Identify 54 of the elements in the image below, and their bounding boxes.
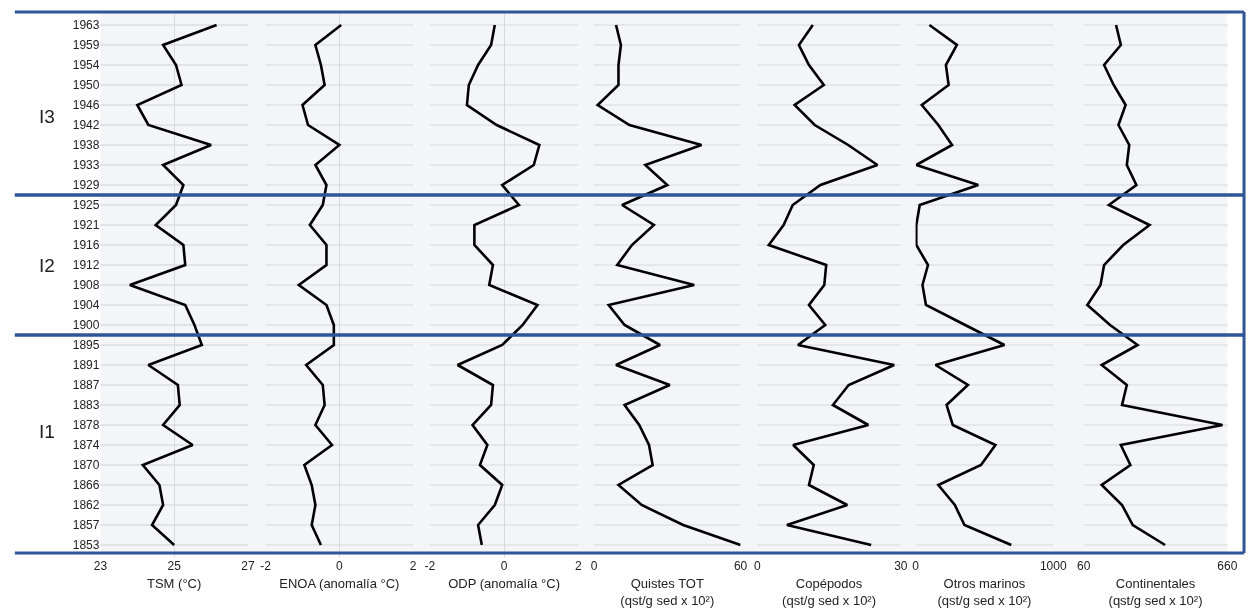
y-tick-label: 1878: [72, 418, 100, 433]
y-tick-label: 1895: [72, 338, 100, 353]
x-axis-title: ENOA (anomalía °C): [279, 575, 400, 591]
y-tick-label: 1921: [72, 218, 100, 233]
y-tick-label: 1866: [72, 478, 100, 493]
y-tick-label: 1963: [72, 18, 100, 33]
x-tick-label: 660: [1217, 559, 1238, 573]
x-tick-label: 0: [753, 559, 761, 573]
x-tick-label: 0: [590, 559, 598, 573]
x-axis-title: Otros marinos (qst/g sed x 10²): [937, 575, 1032, 608]
y-tick-label: 1853: [72, 538, 100, 553]
y-tick-label: 1916: [72, 238, 100, 253]
y-tick-label: 1870: [72, 458, 100, 473]
x-tick-label: 25: [167, 559, 182, 573]
band-label: I1: [39, 421, 55, 442]
band-label: I2: [39, 255, 55, 276]
y-tick-label: 1912: [72, 258, 100, 273]
x-tick-label: 0: [912, 559, 920, 573]
x-tick-label: 2: [409, 559, 417, 573]
x-axis-title: ODP (anomalía °C): [448, 575, 561, 591]
x-tick-label: 0: [336, 559, 344, 573]
y-tick-label: 1954: [72, 58, 100, 73]
x-tick-label: 2: [574, 559, 582, 573]
y-tick-label: 1942: [72, 118, 100, 133]
y-tick-label: 1925: [72, 198, 100, 213]
y-tick-label: 1874: [72, 438, 100, 453]
y-tick-label: 1959: [72, 38, 100, 53]
x-axis-title: Quistes TOT (qst/g sed x 10²): [620, 575, 715, 608]
x-tick-label: -2: [260, 559, 272, 573]
x-tick-label: 30: [894, 559, 908, 573]
x-tick-label: 23: [93, 559, 108, 573]
y-tick-label: 1908: [72, 278, 100, 293]
y-tick-label: 1891: [72, 358, 100, 373]
y-tick-label: 1929: [72, 178, 100, 193]
y-tick-label: 1946: [72, 98, 100, 113]
y-tick-label: 1933: [72, 158, 100, 173]
band-label: I3: [39, 106, 55, 127]
y-tick-label: 1938: [72, 138, 100, 153]
x-axis-title: TSM (°C): [147, 575, 202, 591]
x-tick-label: 0: [500, 559, 508, 573]
y-tick-label: 1862: [72, 498, 100, 513]
x-axis-title: Copépodos (qst/g sed x 10²): [782, 575, 877, 608]
y-tick-label: 1950: [72, 78, 100, 93]
y-tick-label: 1887: [72, 378, 100, 393]
x-axis-title: Continentales (qst/g sed x 10²): [1108, 575, 1203, 608]
y-tick-label: 1883: [72, 398, 100, 413]
x-tick-label: -2: [424, 559, 436, 573]
y-tick-label: 1904: [72, 298, 100, 313]
x-tick-label: 60: [1077, 559, 1091, 573]
x-tick-label: 27: [241, 559, 255, 573]
x-tick-label: 1000: [1039, 559, 1067, 573]
x-tick-label: 60: [733, 559, 748, 573]
y-tick-label: 1857: [72, 518, 100, 533]
y-tick-label: 1900: [72, 318, 100, 333]
